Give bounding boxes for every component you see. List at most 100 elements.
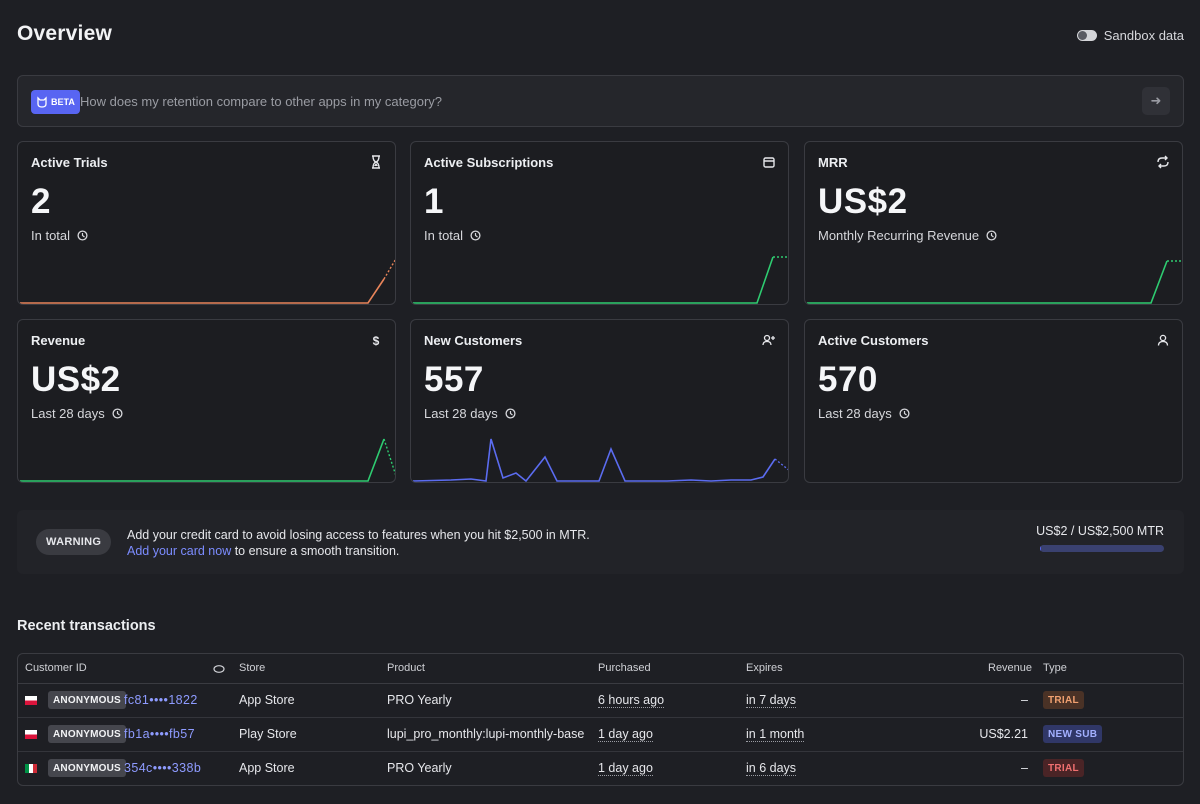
- warning-message: Add your credit card to avoid losing acc…: [127, 527, 590, 559]
- sparkline-chart: [807, 260, 1182, 304]
- table-row[interactable]: ANONYMOUS 354c••••338b App Store PRO Yea…: [18, 752, 1183, 785]
- customer-id-link[interactable]: fb1a••••fb57: [124, 727, 195, 741]
- col-customer-id[interactable]: Customer ID: [25, 662, 87, 674]
- anonymous-badge: ANONYMOUS: [48, 725, 126, 743]
- revenue-cell: –: [1021, 693, 1028, 707]
- add-card-link[interactable]: Add your card now: [127, 544, 232, 558]
- flag-pl-icon: [25, 730, 37, 739]
- card-title: Revenue: [31, 333, 86, 348]
- sparkline-line: [807, 260, 1168, 304]
- card-value: 557: [424, 360, 484, 399]
- store-cell: App Store: [239, 693, 295, 707]
- usage-label: US$2 / US$2,500 MTR: [1036, 524, 1164, 538]
- arrow-right-icon: ➜: [1150, 93, 1162, 108]
- sparkline-line: [20, 438, 385, 482]
- hourglass-icon: [372, 155, 380, 169]
- sparkline-projection: [383, 438, 395, 476]
- product-cell: PRO Yearly: [387, 693, 452, 707]
- ask-submit-button[interactable]: ➜: [1142, 87, 1170, 115]
- store-cell: App Store: [239, 761, 295, 775]
- dollar-icon: $: [373, 334, 380, 347]
- metric-card-active-customers[interactable]: Active Customers 570 Last 28 days: [804, 319, 1183, 483]
- info-icon[interactable]: [986, 230, 997, 241]
- metric-card-revenue[interactable]: Revenue $ US$2 Last 28 days: [17, 319, 396, 483]
- revenue-cell: –: [1021, 761, 1028, 775]
- table-row[interactable]: ANONYMOUS fb1a••••fb57 Play Store lupi_p…: [18, 718, 1183, 752]
- revenue-cell: US$2.21: [979, 727, 1028, 741]
- customer-id-link[interactable]: 354c••••338b: [124, 761, 202, 775]
- flag-it-icon: [25, 764, 37, 773]
- card-value: US$2: [31, 360, 121, 399]
- info-icon[interactable]: [112, 408, 123, 419]
- sparkline-chart: [20, 438, 395, 482]
- card-title: New Customers: [424, 333, 523, 348]
- col-purchased[interactable]: Purchased: [598, 662, 651, 674]
- purchased-cell: 1 day ago: [598, 727, 653, 742]
- card-subtitle: In total: [424, 228, 481, 243]
- expires-cell: in 7 days: [746, 693, 797, 708]
- card-title: Active Trials: [31, 155, 108, 170]
- refresh-icon: [1157, 155, 1169, 169]
- sandbox-toggle[interactable]: [1076, 30, 1097, 41]
- billing-warning: WARNING Add your credit card to avoid lo…: [17, 510, 1184, 574]
- warning-badge: WARNING: [36, 529, 112, 555]
- col-expires[interactable]: Expires: [746, 662, 783, 674]
- sandbox-label: Sandbox data: [1103, 28, 1184, 43]
- card-value: US$2: [818, 182, 908, 221]
- metric-card-active-subscriptions[interactable]: Active Subscriptions 1 In total: [410, 141, 789, 305]
- card-subtitle: Last 28 days: [31, 406, 123, 421]
- eye-icon[interactable]: [213, 664, 225, 674]
- info-icon[interactable]: [899, 408, 910, 419]
- table-header: Customer ID Store Product Purchased Expi…: [18, 654, 1183, 684]
- ask-bar[interactable]: BETA How does my retention compare to ot…: [17, 75, 1184, 127]
- usage-progress-bar: [1040, 545, 1164, 552]
- anonymous-badge: ANONYMOUS: [48, 759, 126, 777]
- sparkline-chart: [412, 438, 788, 482]
- purchased-cell: 1 day ago: [598, 761, 653, 776]
- card-title: Active Subscriptions: [424, 155, 554, 170]
- ask-input[interactable]: How does my retention compare to other a…: [80, 94, 443, 109]
- table-row[interactable]: ANONYMOUS fc81••••1822 App Store PRO Yea…: [18, 684, 1183, 718]
- customer-id-link[interactable]: fc81••••1822: [124, 693, 198, 707]
- card-title: MRR: [818, 155, 848, 170]
- col-type[interactable]: Type: [1043, 662, 1067, 674]
- sparkline-line: [20, 278, 385, 304]
- card-value: 570: [818, 360, 878, 399]
- card-subtitle: Last 28 days: [818, 406, 910, 421]
- metric-card-mrr[interactable]: MRR US$2 Monthly Recurring Revenue: [804, 141, 1183, 305]
- user-plus-icon: [762, 334, 775, 346]
- col-store[interactable]: Store: [239, 662, 266, 674]
- sparkline-projection: [774, 458, 788, 471]
- warning-line-1: Add your credit card to avoid losing acc…: [127, 528, 590, 542]
- header: Overview Sandbox data: [17, 22, 1184, 52]
- calendar-icon: [763, 157, 775, 168]
- sparkline-line: [412, 438, 776, 482]
- metric-card-active-trials[interactable]: Active Trials 2 In total: [17, 141, 396, 305]
- card-value: 2: [31, 182, 51, 221]
- sparkline-line: [413, 256, 774, 304]
- sandbox-toggle-group[interactable]: Sandbox data: [1076, 28, 1184, 43]
- sparkline-chart: [20, 259, 395, 304]
- store-cell: Play Store: [239, 727, 297, 741]
- metric-card-new-customers[interactable]: New Customers 557 Last 28 days: [410, 319, 789, 483]
- col-product[interactable]: Product: [387, 662, 425, 674]
- flag-pl-icon: [25, 696, 37, 705]
- card-subtitle: In total: [31, 228, 88, 243]
- sparkline-projection: [383, 259, 395, 280]
- card-subtitle: Last 28 days: [424, 406, 516, 421]
- expires-cell: in 1 month: [746, 727, 805, 742]
- expires-cell: in 6 days: [746, 761, 797, 776]
- info-icon[interactable]: [470, 230, 481, 241]
- product-cell: lupi_pro_monthly:lupi-monthly-base: [387, 727, 585, 741]
- warning-line-2: Add your card now to ensure a smooth tra…: [127, 544, 400, 558]
- col-revenue[interactable]: Revenue: [988, 662, 1033, 674]
- transactions-title: Recent transactions: [17, 618, 156, 634]
- info-icon[interactable]: [77, 230, 88, 241]
- anonymous-badge: ANONYMOUS: [48, 691, 126, 709]
- info-icon[interactable]: [505, 408, 516, 419]
- card-subtitle: Monthly Recurring Revenue: [818, 228, 997, 243]
- user-icon: [1157, 334, 1169, 346]
- type-badge: NEW SUB: [1043, 725, 1103, 743]
- purchased-cell: 6 hours ago: [598, 693, 665, 708]
- product-cell: PRO Yearly: [387, 761, 452, 775]
